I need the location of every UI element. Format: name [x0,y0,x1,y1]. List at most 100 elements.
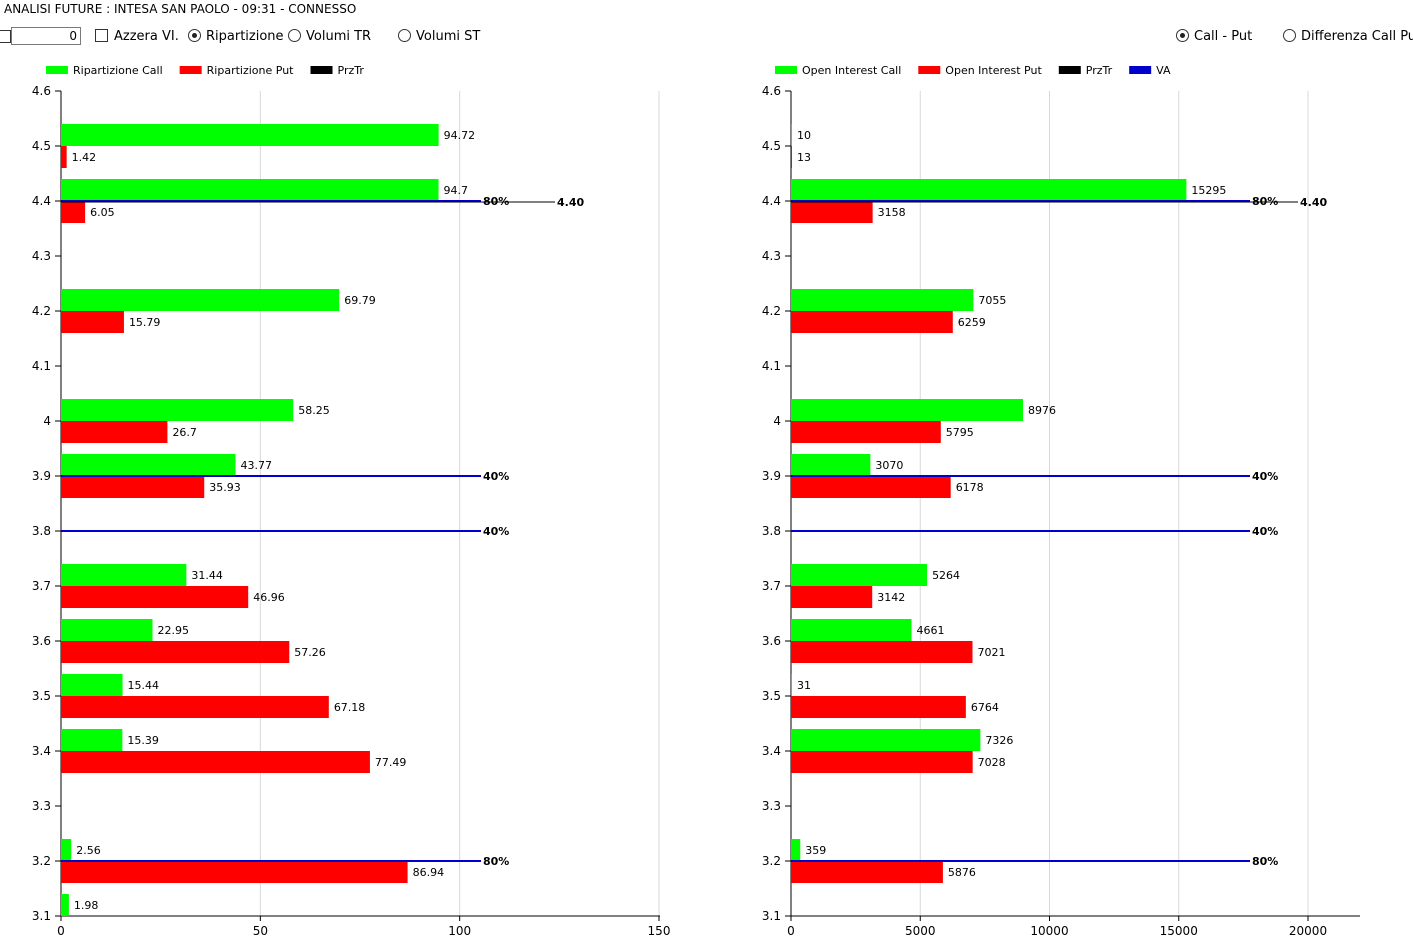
radio-volumi-st[interactable]: Volumi ST [398,29,480,44]
legend-label: PrzTr [1086,64,1113,77]
x-tick-label: 15000 [1160,924,1198,938]
y-tick-label: 3.5 [32,689,51,703]
azzera-checkbox[interactable]: Azzera VI. [95,29,179,44]
y-tick-label: 4.2 [32,304,51,318]
open-interest-chart: Open Interest Call Open Interest Put PrzTr… [700,60,1413,949]
number-input[interactable] [11,27,81,45]
call-value-label: 31 [797,679,811,692]
legend-label: VA [1156,64,1171,77]
call-value-label: 3070 [875,459,903,472]
legend-label: Open Interest Call [802,64,901,77]
legend-label: Ripartizione Call [73,64,163,77]
x-tick-label: 20000 [1289,924,1327,938]
call-value-label: 10 [797,129,811,142]
put-value-label: 6.05 [90,206,115,219]
call-value-label: 15295 [1191,184,1226,197]
call-value-label: 94.7 [444,184,469,197]
radio-volumi-tr[interactable]: Volumi TR [288,29,371,44]
prztr-label: 4.40 [557,196,584,209]
call-bar [61,179,439,201]
y-tick-label: 4.4 [32,194,51,208]
ripartizione-chart-svg: Ripartizione Call Ripartizione Put PrzTr 0 5… [32,64,671,938]
y-tick-label: 4.6 [762,84,781,98]
call-value-label: 15.39 [127,734,159,747]
y-tick-label: 3.4 [32,744,51,758]
put-value-label: 7028 [978,756,1006,769]
put-bar [791,586,873,608]
radio-call-put[interactable]: Call - Put [1176,29,1252,44]
put-bar [61,751,370,773]
radio-circle[interactable] [1176,29,1189,42]
legend-swatch [1129,66,1152,74]
call-value-label: 43.77 [240,459,272,472]
select-checkbox[interactable] [0,30,11,43]
y-tick-label: 4 [43,414,51,428]
call-bar [791,399,1024,421]
call-value-label: 31.44 [191,569,223,582]
y-tick-label: 4.3 [762,249,781,263]
radio-label: Volumi TR [306,29,372,44]
y-tick-label: 3.8 [32,524,51,538]
call-value-label: 58.25 [298,404,330,417]
put-bar [61,201,86,223]
legend-swatch [1058,66,1081,74]
radio-circle[interactable] [398,29,411,42]
put-bar [61,641,290,663]
y-tick-label: 3.2 [32,854,51,868]
put-bar [791,201,873,223]
radio-ripartizione[interactable]: Ripartizione [188,29,284,44]
legend-swatch [918,66,941,74]
y-tick-label: 3.7 [32,579,51,593]
put-value-label: 3158 [878,206,906,219]
call-value-label: 359 [805,844,826,857]
call-value-label: 4661 [916,624,944,637]
prztr-label: 4.40 [1300,196,1327,209]
radio-label: Call - Put [1194,29,1253,44]
put-bar [791,146,792,168]
y-tick-label: 4.1 [32,359,51,373]
call-value-label: 7326 [985,734,1013,747]
legend-label: Ripartizione Put [207,64,295,77]
legend-swatch [179,66,202,74]
y-tick-label: 3.1 [32,909,51,923]
put-bar [791,476,951,498]
y-tick-label: 3.9 [762,469,781,483]
put-value-label: 5795 [946,426,974,439]
y-tick-label: 4 [773,414,781,428]
call-bar [61,454,236,476]
call-bar [791,729,981,751]
put-bar [61,421,168,443]
radio-circle[interactable] [1283,29,1296,42]
y-tick-label: 4.3 [32,249,51,263]
x-tick-label: 50 [253,924,268,938]
call-bar [61,894,69,916]
y-tick-label: 4.1 [762,359,781,373]
legend-label: PrzTr [338,64,365,77]
put-bar [61,146,67,168]
radio-circle[interactable] [288,29,301,42]
y-tick-label: 3.3 [762,799,781,813]
put-value-label: 13 [797,151,811,164]
checkbox-box[interactable] [95,29,108,42]
call-value-label: 2.56 [76,844,101,857]
put-bar [791,421,941,443]
ripartizione-chart: Ripartizione Call Ripartizione Put PrzTr 0 5… [0,60,700,949]
y-tick-label: 4.2 [762,304,781,318]
put-value-label: 3142 [877,591,905,604]
put-value-label: 15.79 [129,316,161,329]
call-bar [61,399,294,421]
put-value-label: 57.26 [294,646,326,659]
call-bar [61,619,153,641]
put-value-label: 6259 [958,316,986,329]
radio-label: Ripartizione [206,29,284,44]
put-value-label: 67.18 [334,701,366,714]
put-value-label: 35.93 [209,481,241,494]
va-percent-label: 40% [483,525,509,538]
radio-label: Volumi ST [416,29,481,44]
radio-label: Differenza Call Put [1301,29,1413,44]
va-percent-label: 80% [1252,855,1278,868]
y-tick-label: 3.1 [762,909,781,923]
call-value-label: 15.44 [128,679,160,692]
radio-circle[interactable] [188,29,201,42]
radio-differenza[interactable]: Differenza Call Put [1283,29,1413,44]
